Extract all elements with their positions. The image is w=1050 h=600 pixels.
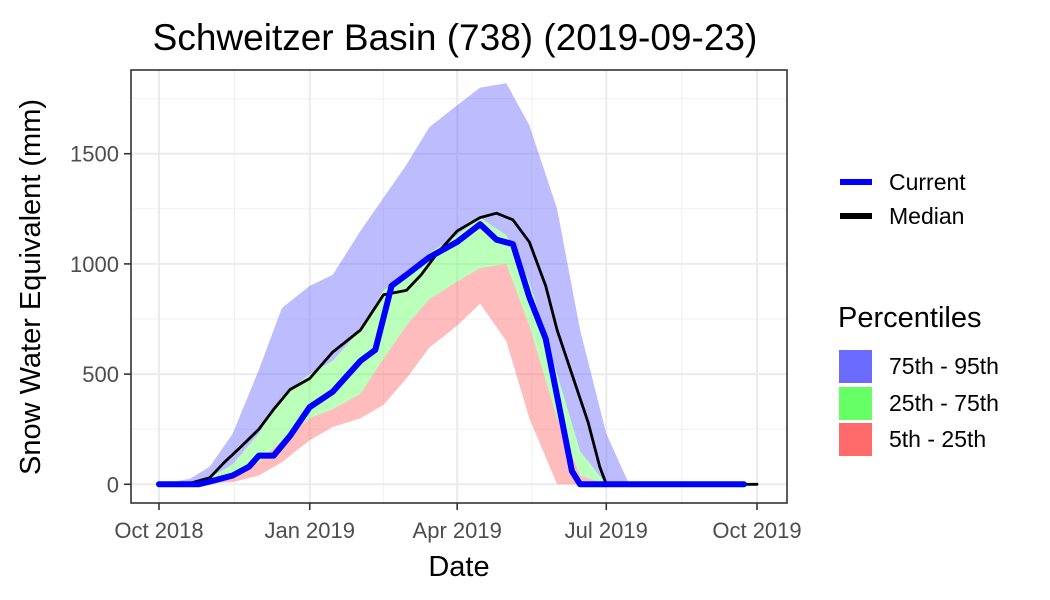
legend-item-75-95: 75th - 95th xyxy=(839,350,999,383)
legend-swatch-75-95 xyxy=(839,350,872,383)
y-tick-label: 1000 xyxy=(70,252,119,277)
legend-item-current: Current xyxy=(840,169,966,195)
band-25-75 xyxy=(159,217,630,485)
band-75-95 xyxy=(159,83,658,485)
x-tick-label: Oct 2019 xyxy=(712,518,801,543)
legend-swatch-5-25 xyxy=(839,423,872,456)
y-tick-label: 0 xyxy=(107,472,119,497)
legend: Current Median Percentiles 75th - 95th 2… xyxy=(838,169,999,456)
x-axis: Oct 2018 Jan 2019 Apr 2019 Jul 2019 Oct 2019 xyxy=(114,503,802,543)
legend-title-percentiles: Percentiles xyxy=(838,302,981,334)
x-tick-label: Apr 2019 xyxy=(413,518,502,543)
gridlines xyxy=(131,70,787,503)
y-axis: 0 500 1000 1500 xyxy=(70,142,131,497)
band-5-25 xyxy=(159,263,607,485)
x-tick-label: Jan 2019 xyxy=(264,518,355,543)
legend-label-5-25: 5th - 25th xyxy=(889,426,986,452)
legend-label-current: Current xyxy=(889,169,966,195)
legend-label-median: Median xyxy=(889,203,964,229)
plot-panel xyxy=(130,69,788,504)
percentile-bands xyxy=(159,83,658,485)
x-axis-title: Date xyxy=(428,551,489,583)
y-axis-title: Snow Water Equivalent (mm) xyxy=(15,99,47,475)
chart-title: Schweitzer Basin (738) (2019-09-23) xyxy=(153,17,758,58)
legend-label-25-75: 25th - 75th xyxy=(889,390,999,416)
plot-background xyxy=(131,70,787,503)
x-tick-label: Oct 2018 xyxy=(114,518,203,543)
data-lines xyxy=(156,211,759,488)
y-tick-label: 1500 xyxy=(70,142,119,167)
legend-item-25-75: 25th - 75th xyxy=(839,387,999,420)
x-tick-label: Jul 2019 xyxy=(565,518,648,543)
legend-item-5-25: 5th - 25th xyxy=(839,423,986,456)
legend-label-75-95: 75th - 95th xyxy=(889,353,999,379)
plot-border xyxy=(130,69,788,504)
series-line-current xyxy=(156,221,747,488)
legend-item-median: Median xyxy=(840,203,964,229)
y-tick-label: 500 xyxy=(82,362,119,387)
legend-swatch-25-75 xyxy=(839,387,872,420)
